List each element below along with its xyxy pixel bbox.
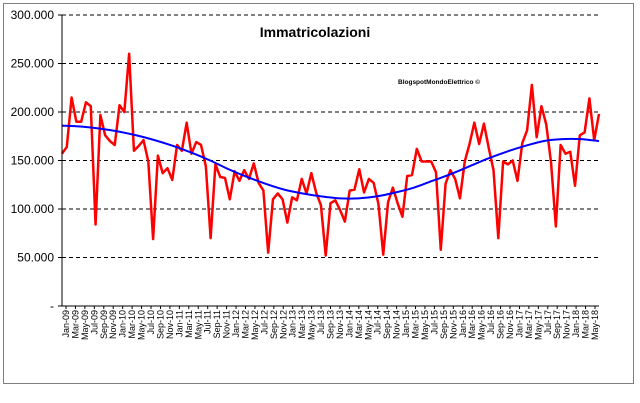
x-tick-label: Mar-14 bbox=[354, 310, 364, 339]
y-axis: - 50.000 100.000 150.000 200.000 250.000 300.0… bbox=[11, 8, 62, 313]
x-tick-label: Jan-09 bbox=[61, 310, 71, 338]
x-tick-label: May-18 bbox=[590, 310, 600, 340]
chart-frame bbox=[3, 3, 634, 384]
x-tick-label: Jan-18 bbox=[571, 310, 581, 338]
x-tick-label: Jan-16 bbox=[458, 310, 468, 338]
x-tick-label: Jul-10 bbox=[146, 310, 156, 335]
x-axis: Jan-09 Mar-09 May-09 Jul-09 Sep-09 Nov-09 Jan-… bbox=[61, 306, 600, 340]
x-tick-label: Sep-17 bbox=[552, 310, 562, 339]
x-tick-label: Mar-10 bbox=[127, 310, 137, 339]
x-tick-label: Jul-13 bbox=[316, 310, 326, 335]
x-tick-label: Mar-15 bbox=[411, 310, 421, 339]
x-tick-label: Nov-16 bbox=[505, 310, 515, 339]
x-tick-label: Jan-12 bbox=[231, 310, 241, 338]
x-tick-label: Sep-11 bbox=[212, 310, 222, 338]
x-tick-label: Nov-12 bbox=[278, 310, 288, 339]
y-tick-label: - bbox=[50, 299, 54, 313]
x-tick-label: Jul-12 bbox=[259, 310, 269, 335]
x-tick-label: May-14 bbox=[363, 310, 373, 340]
y-tick-label: 150.000 bbox=[11, 154, 55, 168]
x-tick-label: Nov-14 bbox=[392, 310, 402, 339]
y-tick-label: 200.000 bbox=[11, 105, 55, 119]
x-tick-label: May-15 bbox=[420, 310, 430, 340]
y-tick-label: 250.000 bbox=[11, 57, 55, 71]
y-tick-label: 50.000 bbox=[17, 251, 54, 265]
x-tick-label: Jan-13 bbox=[288, 310, 298, 338]
chart-title: Immatricolazioni bbox=[260, 24, 370, 40]
x-tick-label: Mar-17 bbox=[524, 310, 534, 339]
x-tick-label: May-10 bbox=[137, 310, 147, 340]
x-tick-label: Sep-15 bbox=[439, 310, 449, 339]
x-tick-label: May-11 bbox=[193, 310, 203, 339]
x-tick-label: Nov-09 bbox=[108, 310, 118, 339]
x-tick-label: Sep-16 bbox=[496, 310, 506, 339]
x-tick-label: Jul-14 bbox=[373, 310, 383, 335]
x-tick-label: Mar-13 bbox=[297, 310, 307, 339]
chart-annotation: BlogspotMondoElettrico © bbox=[398, 78, 480, 86]
x-tick-label: Sep-12 bbox=[269, 310, 279, 339]
x-tick-label: Jul-17 bbox=[543, 310, 553, 335]
x-tick-label: Sep-14 bbox=[382, 310, 392, 339]
x-tick-label: Sep-13 bbox=[326, 310, 336, 339]
y-tick-label: 300.000 bbox=[11, 8, 55, 22]
x-tick-label: Jan-14 bbox=[344, 310, 354, 338]
x-tick-label: Mar-12 bbox=[240, 310, 250, 339]
x-tick-label: Jul-15 bbox=[429, 310, 439, 335]
series-group bbox=[60, 52, 601, 257]
series-line bbox=[60, 52, 601, 257]
x-tick-label: Sep-09 bbox=[99, 310, 109, 339]
x-tick-label: Jan-11 bbox=[174, 310, 184, 337]
x-tick-label: Mar-09 bbox=[70, 310, 80, 339]
x-tick-label: Mar-11 bbox=[184, 310, 194, 338]
x-tick-label: May-09 bbox=[80, 310, 90, 340]
x-tick-label: Mar-16 bbox=[467, 310, 477, 339]
x-tick-label: Jul-16 bbox=[486, 310, 496, 335]
x-tick-label: Nov-15 bbox=[448, 310, 458, 339]
x-tick-label: Mar-18 bbox=[581, 310, 591, 339]
x-tick-label: Jan-10 bbox=[118, 310, 128, 338]
x-tick-label: May-13 bbox=[307, 310, 317, 340]
x-tick-label: Nov-17 bbox=[562, 310, 572, 339]
x-tick-label: Sep-10 bbox=[155, 310, 165, 339]
x-tick-label: Nov-11 bbox=[222, 310, 232, 338]
x-tick-label: Nov-10 bbox=[165, 310, 175, 339]
x-tick-label: Nov-13 bbox=[335, 310, 345, 339]
x-tick-label: Jan-15 bbox=[401, 310, 411, 338]
x-tick-label: Jul-09 bbox=[89, 310, 99, 335]
x-tick-label: May-12 bbox=[250, 310, 260, 340]
x-tick-label: Jan-17 bbox=[514, 310, 524, 338]
x-tick-label: May-16 bbox=[477, 310, 487, 340]
y-tick-label: 100.000 bbox=[11, 202, 55, 216]
x-tick-label: Jul-11 bbox=[203, 310, 213, 334]
x-tick-label: May-17 bbox=[533, 310, 543, 340]
trend-line bbox=[61, 124, 600, 200]
